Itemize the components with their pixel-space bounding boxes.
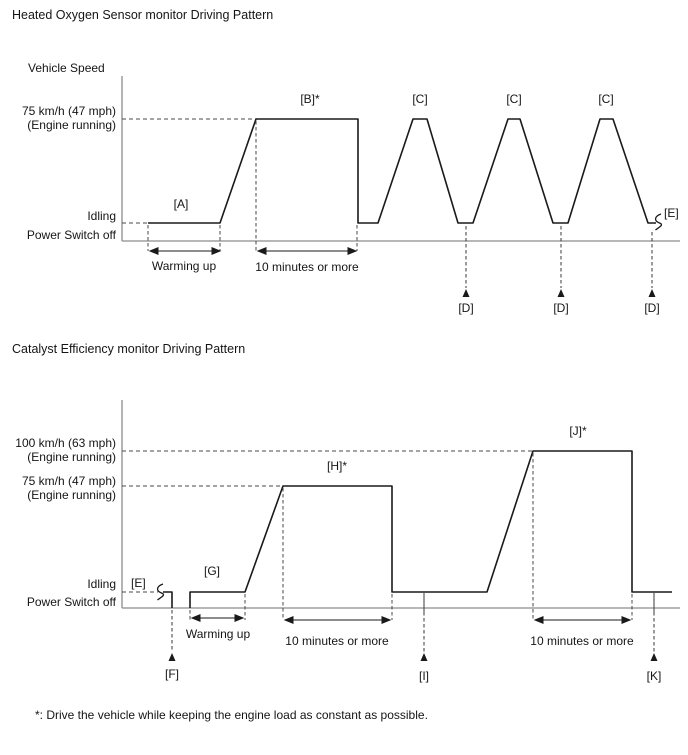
- arrowhead-right-icon: [347, 247, 358, 255]
- chart1-75kmh-label: 75 km/h (47 mph): [21, 104, 116, 118]
- arrowhead-right-icon: [211, 247, 222, 255]
- chart1-warming-up-label: Warming up: [151, 259, 217, 273]
- chart2-callouts: [168, 593, 658, 661]
- arrowhead-right-icon: [381, 616, 392, 624]
- chart2-engine-running-label: (Engine running): [27, 488, 116, 502]
- segment-label-d: [D]: [553, 301, 569, 315]
- chart2-title: Catalyst Efficiency monitor Driving Patt…: [12, 342, 246, 356]
- arrowhead-left-icon: [283, 616, 294, 624]
- segment-label-a: [A]: [173, 197, 189, 211]
- arrowhead-left-icon: [148, 247, 159, 255]
- chart2-dimension-dashed-lines: [189, 453, 633, 620]
- arrowhead-left-icon: [190, 614, 201, 622]
- segment-label-d: [D]: [644, 301, 660, 315]
- segment-label-e: [E]: [664, 206, 679, 220]
- chart2-axes: [121, 400, 680, 609]
- segment-label-j: [J]*: [569, 424, 587, 438]
- arrowhead-up-icon: [462, 289, 470, 297]
- footnote: *: Drive the vehicle while keeping the e…: [35, 708, 428, 722]
- chart1-idling-label: Idling: [87, 209, 116, 223]
- chart2-idling-label: Idling: [87, 577, 116, 591]
- chart1-dimension-dashed-lines: [147, 121, 358, 251]
- segment-label-d: [D]: [458, 301, 474, 315]
- segment-label-g: [G]: [203, 564, 221, 578]
- segment-label-c: [C]: [506, 92, 522, 106]
- chart1-driving-pattern-line: [148, 118, 656, 224]
- chart2-ten-minutes-label-1: 10 minutes or more: [285, 634, 389, 648]
- segment-label-k: [K]: [646, 669, 662, 683]
- segment-label-f: [F]: [165, 667, 179, 681]
- arrowhead-up-icon: [168, 653, 176, 661]
- arrowhead-up-icon: [557, 289, 565, 297]
- segment-label-h: [H]*: [326, 459, 348, 473]
- chart2-100kmh-label: 100 km/h (63 mph): [15, 436, 116, 450]
- chart2-ten-minutes-label-2: 10 minutes or more: [530, 634, 634, 648]
- chart2-dimension-arrows: [190, 614, 632, 624]
- chart2-engine-running-label: (Engine running): [27, 450, 116, 464]
- arrowhead-up-icon: [420, 653, 428, 661]
- segment-label-b: [B]*: [300, 92, 320, 106]
- segment-label-e: [E]: [131, 576, 146, 590]
- chart1-ten-minutes-label: 10 minutes or more: [255, 260, 359, 274]
- arrowhead-right-icon: [234, 614, 245, 622]
- chart2-driving-pattern-line: [189, 450, 672, 608]
- chart1-level-dashed-lines: [122, 118, 256, 224]
- chart2-power-switch-off-label: Power Switch off: [26, 595, 116, 609]
- chart1-power-switch-off-label: Power Switch off: [26, 228, 116, 242]
- arrowhead-left-icon: [533, 616, 544, 624]
- segment-label-i: [I]: [418, 669, 430, 683]
- chart2-driving-pattern-line-start: [163, 591, 173, 608]
- arrowhead-left-icon: [256, 247, 267, 255]
- chart2-75kmh-label: 75 km/h (47 mph): [21, 474, 116, 488]
- chart2-level-dashed-lines: [122, 450, 533, 593]
- chart1-d-callouts: [462, 226, 656, 297]
- chart1-engine-running-label: (Engine running): [27, 118, 116, 132]
- arrowhead-up-icon: [650, 653, 658, 661]
- chart1-break-squiggle-icon: [654, 213, 663, 231]
- chart1-axes: [121, 76, 680, 242]
- chart1-y-axis-label: Vehicle Speed: [28, 61, 105, 75]
- chart1-dimension-arrows: [148, 247, 358, 255]
- chart2-warming-up-label: Warming up: [185, 627, 251, 641]
- chart2-break-squiggle-icon: [156, 583, 165, 601]
- segment-label-c: [C]: [412, 92, 428, 106]
- arrowhead-up-icon: [648, 289, 656, 297]
- segment-label-c: [C]: [598, 92, 614, 106]
- arrowhead-right-icon: [621, 616, 632, 624]
- chart1-title: Heated Oxygen Sensor monitor Driving Pat…: [12, 8, 274, 22]
